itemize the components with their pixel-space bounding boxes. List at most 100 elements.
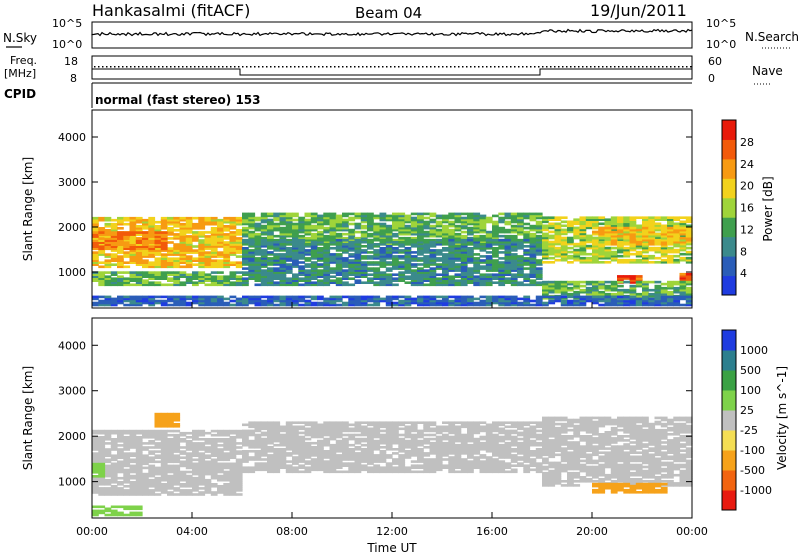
heat-cell bbox=[185, 458, 193, 462]
heat-cell bbox=[448, 429, 456, 433]
heat-cell bbox=[223, 491, 231, 494]
heat-cell bbox=[117, 261, 124, 264]
heat-cell bbox=[642, 280, 649, 284]
heat-cell bbox=[460, 230, 468, 234]
heat-cell bbox=[448, 269, 456, 272]
heat-cell bbox=[123, 464, 131, 468]
heat-cell bbox=[229, 431, 237, 435]
heat-cell bbox=[292, 261, 299, 264]
heat-cell bbox=[604, 299, 612, 303]
heat-cell bbox=[185, 483, 193, 486]
heat-cell bbox=[498, 245, 506, 248]
heat-cell bbox=[154, 239, 162, 242]
heat-cell bbox=[229, 452, 237, 455]
heat-cell bbox=[548, 218, 556, 221]
heat-cell bbox=[217, 259, 224, 262]
colorbar-tick-label: 8 bbox=[740, 245, 747, 258]
heat-cell bbox=[323, 439, 331, 443]
heat-cell bbox=[235, 429, 243, 433]
heat-cell bbox=[204, 485, 212, 488]
heat-cell bbox=[242, 216, 249, 220]
heat-cell bbox=[235, 261, 243, 264]
heat-cell bbox=[285, 437, 293, 441]
heat-cell bbox=[310, 460, 318, 463]
heat-cell bbox=[92, 218, 99, 222]
heat-cell bbox=[260, 263, 268, 266]
heat-cell bbox=[142, 225, 149, 228]
heat-cell bbox=[110, 237, 118, 240]
heat-cell bbox=[542, 254, 549, 258]
heat-cell bbox=[279, 253, 287, 256]
heat-cell bbox=[179, 440, 187, 443]
heat-cell bbox=[267, 247, 274, 250]
heat-cell bbox=[435, 230, 443, 234]
heat-cell bbox=[360, 433, 368, 437]
heat-cell bbox=[342, 269, 349, 272]
heat-cell bbox=[273, 275, 281, 278]
heat-cell bbox=[185, 275, 193, 278]
heat-cell bbox=[335, 462, 343, 465]
heat-cell bbox=[129, 436, 137, 439]
heat-cell bbox=[304, 259, 312, 262]
heat-cell bbox=[217, 297, 224, 301]
heat-cell bbox=[560, 238, 568, 242]
heat-cell bbox=[535, 251, 543, 254]
heat-cell bbox=[354, 464, 362, 467]
nave-dot bbox=[170, 66, 172, 68]
heat-cell bbox=[354, 303, 362, 307]
heat-cell bbox=[173, 281, 181, 284]
heat-cell bbox=[542, 301, 549, 305]
heat-cell bbox=[217, 279, 224, 282]
heat-cell bbox=[104, 237, 112, 240]
heat-cell bbox=[223, 433, 231, 437]
heat-cell bbox=[267, 212, 274, 216]
heat-cell bbox=[479, 255, 487, 258]
heat-cell bbox=[479, 230, 487, 234]
heat-cell bbox=[448, 460, 456, 463]
heat-cell bbox=[617, 222, 624, 226]
heat-cell bbox=[285, 468, 293, 472]
heat-cell bbox=[160, 249, 168, 252]
heat-cell bbox=[448, 425, 456, 429]
heat-cell bbox=[467, 251, 474, 254]
heat-cell bbox=[254, 427, 262, 431]
heat-cell bbox=[379, 421, 387, 424]
heat-cell bbox=[129, 233, 137, 236]
heat-cell bbox=[298, 238, 306, 242]
heat-cell bbox=[298, 295, 306, 299]
heat-cell bbox=[242, 249, 249, 252]
heat-cell bbox=[523, 273, 531, 276]
heat-cell bbox=[585, 252, 593, 256]
heat-cell bbox=[335, 269, 343, 272]
heat-cell bbox=[129, 468, 137, 472]
heat-cell bbox=[229, 466, 237, 470]
heat-cell bbox=[185, 489, 193, 492]
heat-cell bbox=[454, 275, 462, 278]
heat-cell bbox=[373, 263, 381, 266]
heat-cell bbox=[598, 295, 606, 299]
heat-cell bbox=[148, 489, 156, 492]
heat-cell bbox=[510, 295, 518, 299]
heat-cell bbox=[560, 299, 568, 303]
heat-cell bbox=[360, 226, 368, 230]
heat-cell bbox=[485, 279, 493, 282]
heat-cell bbox=[285, 255, 293, 258]
heat-cell bbox=[467, 454, 474, 457]
heat-cell bbox=[229, 472, 237, 476]
heat-cell bbox=[198, 491, 206, 494]
heat-cell bbox=[267, 468, 274, 472]
heat-cell bbox=[660, 243, 668, 246]
heat-cell bbox=[267, 470, 274, 474]
heat-cell bbox=[248, 238, 256, 242]
heat-cell bbox=[579, 250, 587, 254]
heat-cell bbox=[173, 265, 181, 269]
heat-cell bbox=[123, 277, 131, 280]
heat-cell bbox=[135, 436, 143, 439]
heat-cell bbox=[435, 450, 443, 453]
heat-cell bbox=[348, 435, 356, 439]
heat-cell bbox=[310, 275, 318, 278]
heat-cell bbox=[304, 265, 312, 268]
heat-cell bbox=[98, 478, 106, 482]
heat-cell bbox=[617, 288, 624, 292]
